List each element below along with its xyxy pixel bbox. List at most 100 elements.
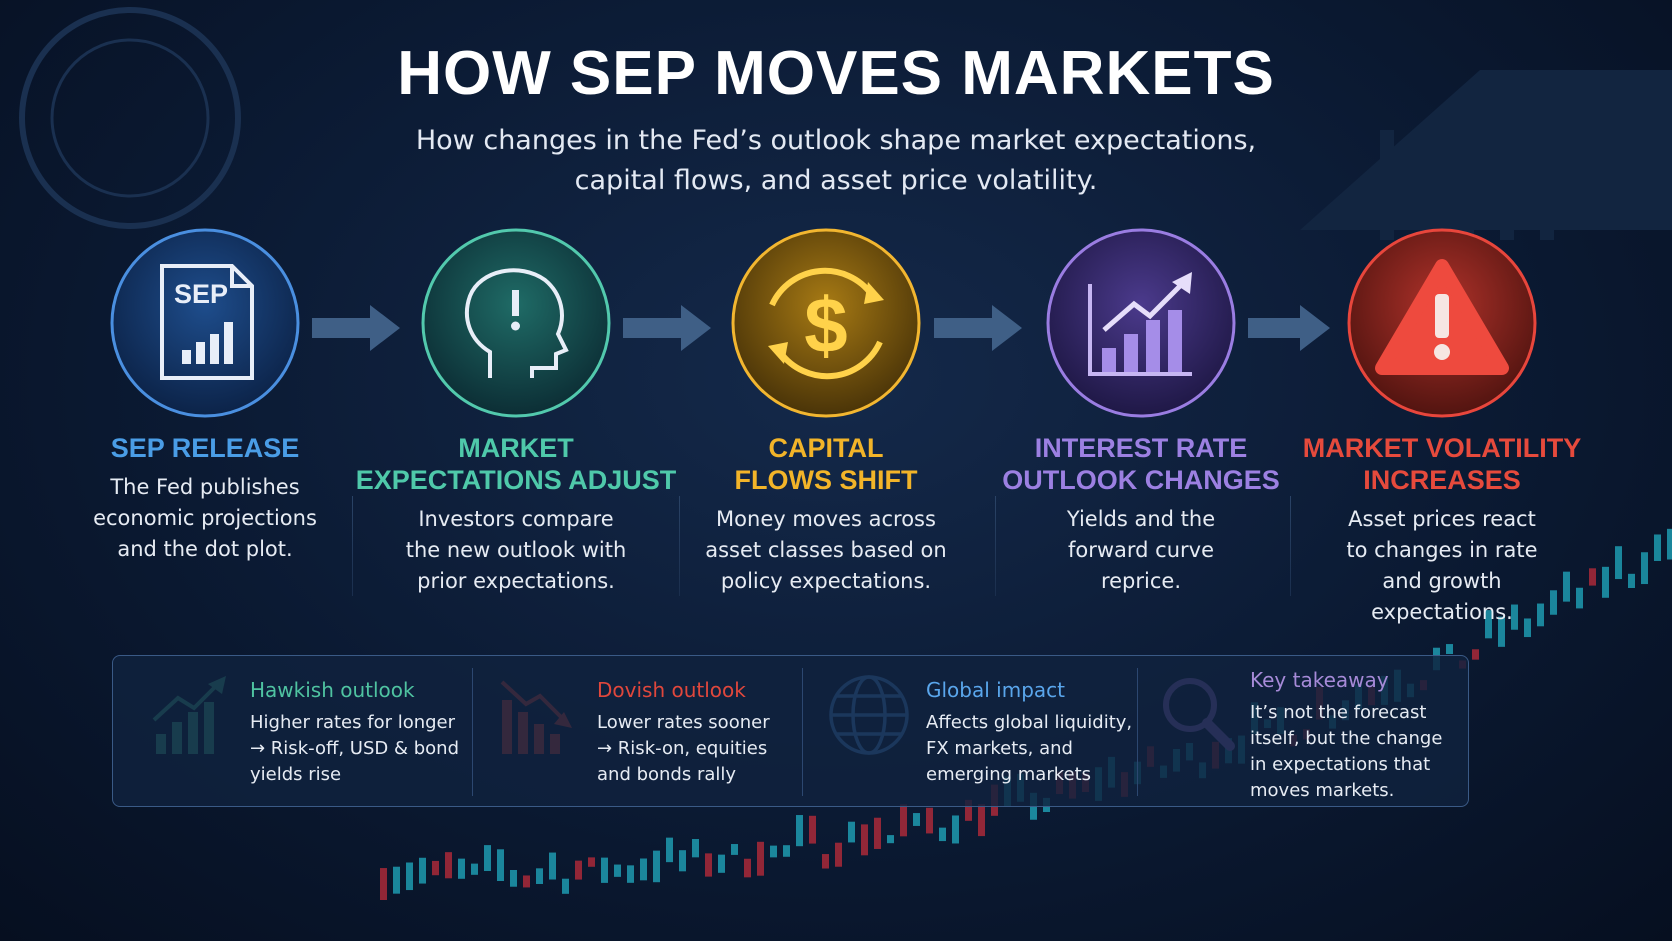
candle <box>575 860 582 880</box>
step-title: MARKET EXPECTATIONS ADJUST <box>351 432 681 496</box>
candle <box>1602 566 1609 598</box>
step-title: CAPITAL FLOWS SHIFT <box>661 432 991 496</box>
building <box>1300 70 1672 240</box>
candle <box>380 868 387 900</box>
note-text-line: moves markets. <box>1250 780 1395 801</box>
step-title-line: SEP RELEASE <box>110 433 300 463</box>
trend-arrowhead <box>1172 272 1192 294</box>
step-description: Money moves across asset classes based on… <box>661 504 991 597</box>
cycle-arrowhead <box>768 342 788 364</box>
candle <box>1446 644 1453 655</box>
candle <box>952 815 959 844</box>
candle <box>796 815 803 847</box>
note-text-line: in expectations that <box>1250 754 1431 775</box>
note-title: Dovish outlook <box>597 678 746 702</box>
candle <box>1485 610 1492 639</box>
candle <box>523 875 530 888</box>
candle <box>744 858 751 878</box>
note-text-line: → Risk-off, USD & bond <box>250 738 460 759</box>
candle <box>978 804 985 837</box>
divider <box>995 496 996 596</box>
step-description-line: and growth <box>1382 569 1502 593</box>
step-description-line: the new outlook with <box>405 538 627 562</box>
step-circle <box>110 228 300 418</box>
candle <box>497 849 504 882</box>
step-description: Yields and the forward curve reprice. <box>976 504 1306 597</box>
step-circle <box>1046 228 1236 418</box>
candle <box>1628 573 1635 589</box>
note-title: Key takeaway <box>1250 668 1389 692</box>
candle <box>1654 534 1661 561</box>
rising-bars-icon <box>1102 310 1182 372</box>
candle <box>1550 590 1557 615</box>
note-text-line: It’s not the forecast <box>1250 702 1427 723</box>
candle <box>549 852 556 880</box>
note-text-line: Affects global liquidity, <box>926 712 1133 733</box>
candle <box>1589 568 1596 586</box>
step-title-line: CAPITAL <box>768 433 884 463</box>
candle <box>822 854 829 869</box>
candle <box>653 850 660 883</box>
note: Dovish outlook Lower rates sooner → Risk-o… <box>597 678 817 788</box>
candle <box>679 850 686 872</box>
dollar-icon: $ <box>804 281 847 369</box>
candle <box>601 857 608 883</box>
step-description-line: Investors compare <box>418 507 614 531</box>
step-circle <box>731 228 921 418</box>
note-text-line: yields rise <box>250 764 342 785</box>
candle <box>1472 649 1479 660</box>
candle <box>510 870 517 887</box>
step: SEP RELEASE The Fed publishes economic pro… <box>40 432 370 565</box>
candle <box>913 813 920 826</box>
step-description-line: reprice. <box>1100 569 1182 593</box>
divider <box>679 496 680 596</box>
notes-panel <box>112 655 1469 807</box>
candle <box>640 858 647 881</box>
candle <box>666 837 673 863</box>
step-description-line: and the dot plot. <box>117 537 293 561</box>
candle <box>705 853 712 877</box>
candle <box>1524 618 1531 638</box>
candle <box>1511 604 1518 630</box>
candle <box>627 865 634 883</box>
document-icon <box>160 264 254 380</box>
candle <box>393 866 400 894</box>
trend-line <box>1102 278 1188 332</box>
note-title: Global impact <box>926 678 1065 702</box>
step-description-line: policy expectations. <box>720 569 932 593</box>
cycle-arrowhead <box>864 282 884 304</box>
flow-arrows <box>312 305 1330 351</box>
candle <box>1537 603 1544 627</box>
step-title: INTEREST RATE OUTLOOK CHANGES <box>976 432 1306 496</box>
step-title-line: MARKET VOLATILITY <box>1302 433 1582 463</box>
step-title-line: INTEREST RATE <box>1034 433 1248 463</box>
candle <box>458 858 465 879</box>
step: MARKET EXPECTATIONS ADJUST Investors compa… <box>351 432 681 597</box>
warning-dot <box>1434 344 1450 360</box>
candle <box>406 862 413 891</box>
candle <box>887 835 894 844</box>
step-description-line: Asset prices react <box>1348 507 1536 531</box>
candle <box>445 852 452 879</box>
note-text-line: and bonds rally <box>597 764 737 785</box>
step-title-line: MARKET <box>458 433 574 463</box>
subtitle: How changes in the Fed’s outlook shape m… <box>415 125 1257 156</box>
step: CAPITAL FLOWS SHIFT Money moves across asse… <box>661 432 991 597</box>
axes <box>1088 284 1192 376</box>
candle <box>809 815 816 844</box>
step-description-line: The Fed publishes <box>110 475 300 499</box>
candle <box>874 817 881 849</box>
step-title: MARKET VOLATILITY INCREASES <box>1277 432 1607 496</box>
step: MARKET VOLATILITY INCREASES Asset prices r… <box>1277 432 1607 628</box>
candle <box>939 827 946 842</box>
step: INTEREST RATE OUTLOOK CHANGES Yields and t… <box>976 432 1306 597</box>
candle <box>1615 546 1622 580</box>
step-title-line: EXPECTATIONS ADJUST <box>355 465 677 495</box>
divider <box>802 668 803 796</box>
candle <box>926 807 933 834</box>
step-description-line: Money moves across <box>716 507 936 531</box>
divider <box>1137 668 1138 796</box>
step-description-line: expectations. <box>1371 600 1513 624</box>
